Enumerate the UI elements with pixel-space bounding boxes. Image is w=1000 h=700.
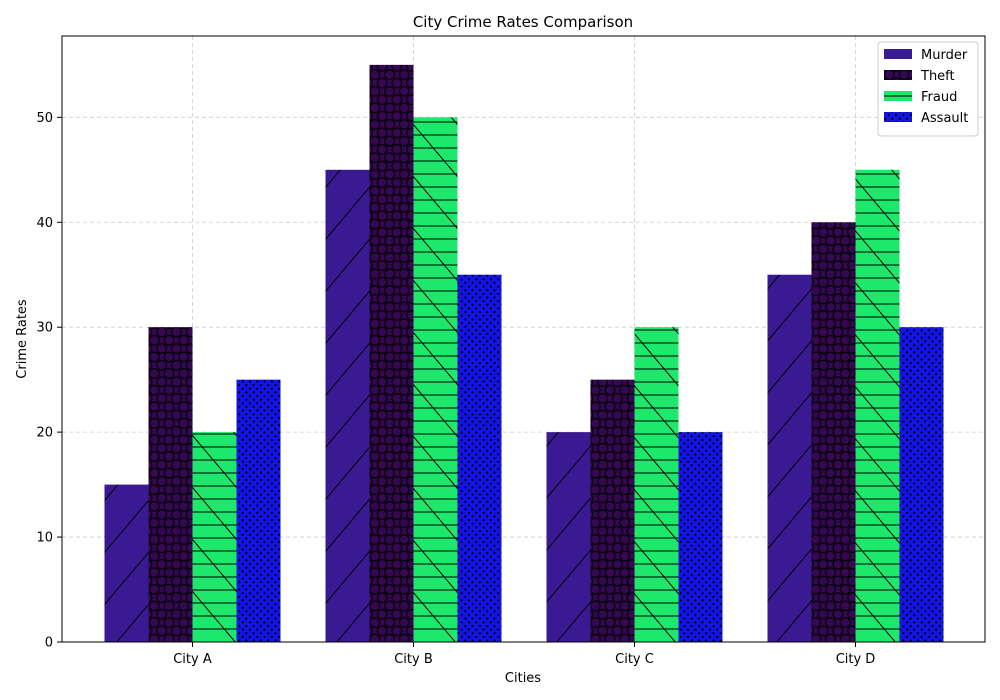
x-tick-label: City A	[173, 652, 212, 667]
legend: Murder Theft Fraud Assault	[877, 41, 979, 137]
legend-swatch-theft	[884, 70, 912, 80]
x-tick-label: City B	[394, 652, 433, 667]
bar-theft-city-a	[148, 327, 193, 642]
bar-murder-city-c	[546, 432, 591, 642]
y-tick-label: 40	[36, 216, 53, 231]
x-axis: City A City B City C City D	[173, 642, 875, 667]
y-tick-label: 10	[36, 531, 53, 546]
bar-fraud-city-a	[192, 432, 237, 642]
plot-frame	[61, 35, 986, 643]
bar-theft-city-c	[590, 379, 635, 642]
bar-murder-city-b	[325, 169, 370, 642]
legend-label-fraud: Fraud	[921, 90, 957, 105]
x-tick-label: City D	[836, 652, 876, 667]
bar-murder-city-d	[767, 274, 812, 642]
bar-assault-city-c	[678, 432, 723, 642]
legend-swatch-assault	[884, 112, 912, 122]
y-axis: 0 10 20 30 40 50	[36, 111, 62, 651]
bar-fraud-city-d	[855, 169, 900, 642]
y-tick-label: 50	[36, 111, 53, 126]
bar-fraud-city-c	[634, 327, 679, 642]
y-tick-label: 20	[36, 426, 53, 441]
bar-assault-city-b	[457, 274, 502, 642]
chart-title: City Crime Rates Comparison	[413, 13, 633, 31]
bar-assault-city-a	[236, 379, 281, 642]
legend-label-assault: Assault	[921, 111, 968, 126]
y-tick-label: 0	[45, 636, 53, 651]
legend-label-murder: Murder	[921, 48, 968, 63]
legend-swatch-murder	[884, 49, 912, 59]
legend-swatch-fraud	[884, 91, 912, 101]
y-axis-label: Crime Rates	[15, 299, 30, 379]
bar-assault-city-d	[899, 327, 944, 642]
x-axis-label: Cities	[505, 671, 541, 686]
bar-murder-city-a	[104, 484, 149, 642]
bar-theft-city-d	[811, 222, 856, 642]
bar-theft-city-b	[369, 64, 414, 643]
x-tick-label: City C	[615, 652, 654, 667]
y-tick-label: 30	[36, 321, 53, 336]
bars	[104, 64, 944, 643]
legend-label-theft: Theft	[920, 69, 955, 84]
bar-fraud-city-b	[413, 117, 458, 642]
